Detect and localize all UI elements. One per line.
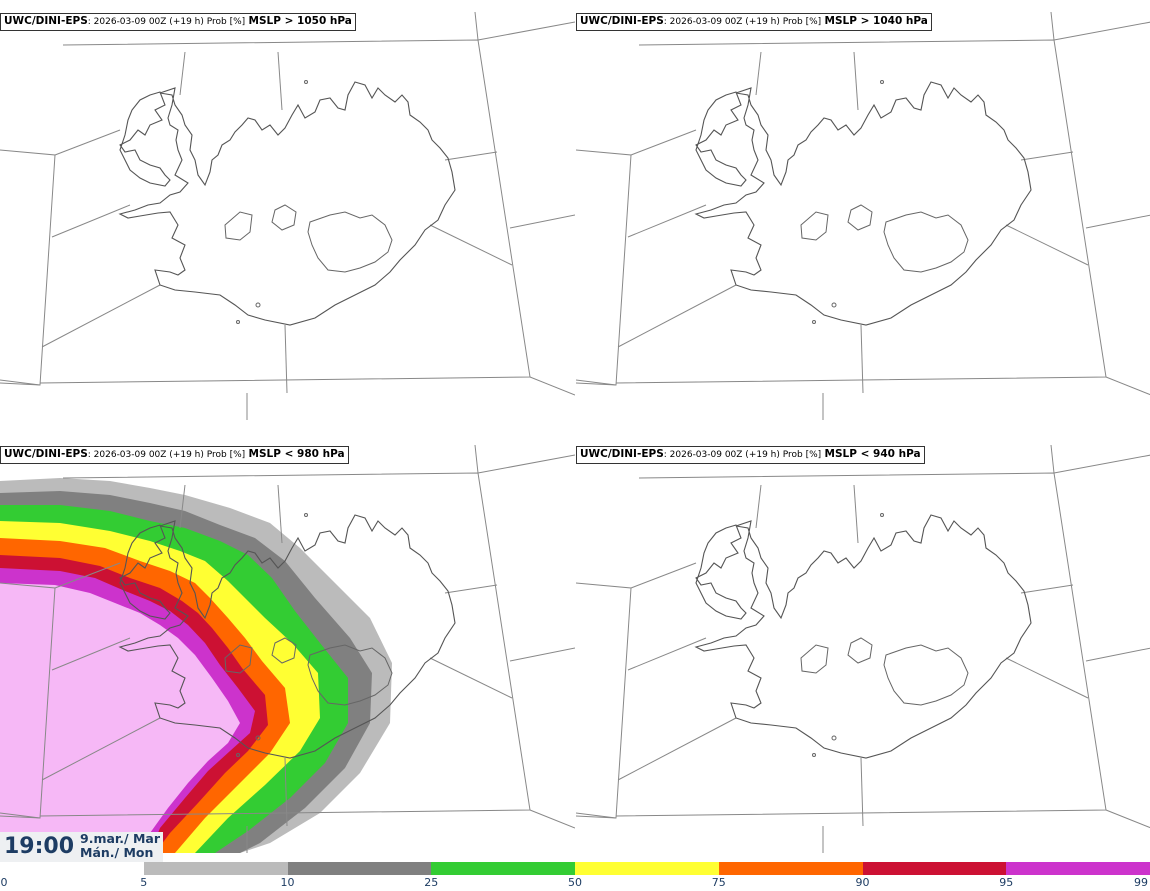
valid-date-line1: 9.mar./ Mar [80, 831, 160, 846]
colorbar-segment [287, 862, 432, 875]
map-panel-mslp-gt-1040: UWC/DINI-EPS: 2026-03-09 00Z (+19 h) Pro… [576, 0, 1150, 420]
valid-time-clock: 19:00 [4, 834, 75, 859]
colorbar-segment [862, 862, 1007, 875]
prob-99-100 [0, 583, 240, 853]
basemap [576, 11, 1150, 420]
colorbar-tick-label: 90 [855, 876, 870, 889]
colorbar-segment [431, 862, 575, 875]
colorbar-segment [1006, 862, 1150, 875]
colorbar-tick-label: 10 [280, 876, 295, 889]
colorbar-tick-label: 5 [140, 876, 148, 889]
valid-time-box: 19:00 9.mar./ Mar Mán./ Mon [0, 831, 163, 862]
colorbar-ticks: 0 5 10 25 50 75 90 95 99 [0, 876, 1150, 890]
colorbar-tick-label: 99 [1134, 876, 1148, 889]
panel-title: UWC/DINI-EPS: 2026-03-09 00Z (+19 h) Pro… [0, 13, 356, 31]
panel-title: UWC/DINI-EPS: 2026-03-09 00Z (+19 h) Pro… [0, 446, 349, 464]
panel-title: UWC/DINI-EPS: 2026-03-09 00Z (+19 h) Pro… [576, 446, 925, 464]
colorbar-tick-label: 25 [424, 876, 439, 889]
map-panel-mslp-gt-1050: UWC/DINI-EPS: 2026-03-09 00Z (+19 h) Pro… [0, 0, 575, 420]
basemap [0, 11, 575, 420]
colorbar-segment [0, 862, 144, 875]
colorbar-tick-label: 95 [999, 876, 1014, 889]
basemap [0, 444, 575, 853]
basemap [576, 444, 1150, 853]
colorbar-tick-label: 75 [711, 876, 726, 889]
colorbar-segment [143, 862, 288, 875]
colorbar-tick-label: 0 [0, 876, 8, 889]
valid-date-line2: Mán./ Mon [80, 845, 154, 860]
panel-title: UWC/DINI-EPS: 2026-03-09 00Z (+19 h) Pro… [576, 13, 932, 31]
colorbar-tick-label: 50 [568, 876, 582, 889]
map-panel-mslp-lt-940: UWC/DINI-EPS: 2026-03-09 00Z (+19 h) Pro… [576, 433, 1150, 853]
probability-field [0, 478, 392, 853]
map-panel-mslp-lt-980: UWC/DINI-EPS: 2026-03-09 00Z (+19 h) Pro… [0, 433, 575, 853]
colorbar-segment [575, 862, 719, 875]
colorbar-segment [718, 862, 863, 875]
probability-colorbar [0, 862, 1150, 875]
